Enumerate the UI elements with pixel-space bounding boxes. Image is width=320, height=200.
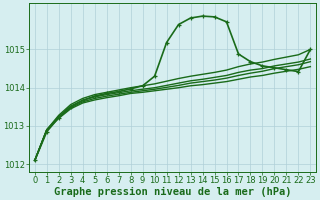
X-axis label: Graphe pression niveau de la mer (hPa): Graphe pression niveau de la mer (hPa) <box>54 186 291 197</box>
